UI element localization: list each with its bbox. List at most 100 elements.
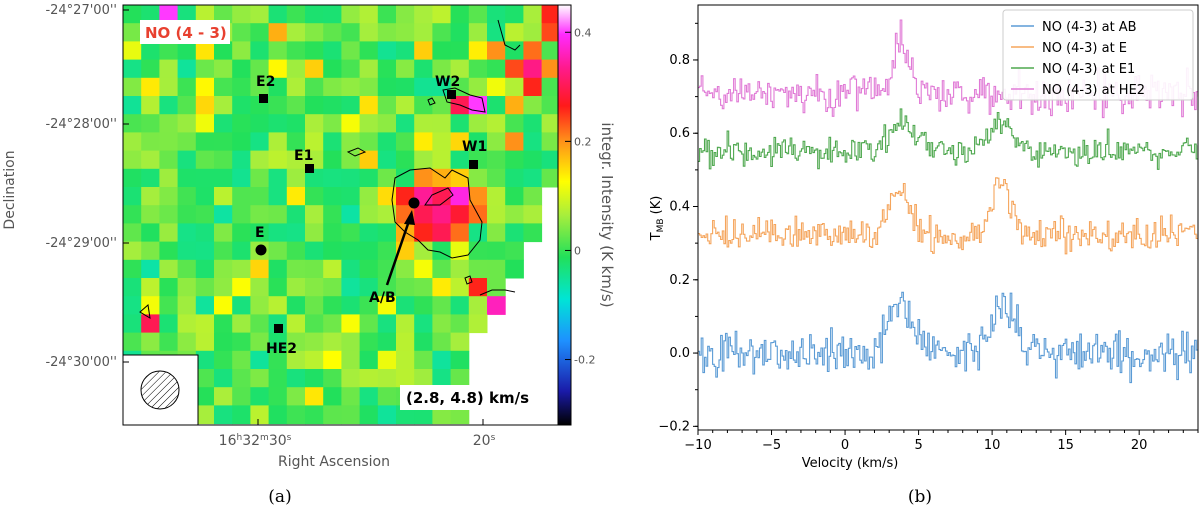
map-pixel xyxy=(305,5,324,24)
map-pixel xyxy=(268,77,288,97)
map-pixel xyxy=(505,187,524,206)
map-pixel xyxy=(432,278,452,297)
map-pixel xyxy=(396,150,415,170)
map-pixel xyxy=(305,241,324,261)
map-pixel xyxy=(214,278,233,297)
map-y-tick-label: -24°28'00'' xyxy=(45,117,117,132)
map-pixel xyxy=(323,41,342,61)
map-pixel xyxy=(232,187,251,206)
map-pixel xyxy=(432,350,452,370)
map-pixel xyxy=(414,5,433,24)
map-pixel xyxy=(468,41,488,61)
spectrum-line-e1 xyxy=(698,108,1198,170)
map-pixel xyxy=(268,205,288,224)
map-pixel xyxy=(396,168,415,188)
map-pixel xyxy=(377,405,397,425)
map-pixel xyxy=(414,296,433,315)
map-pixel xyxy=(377,205,397,224)
map-pixel xyxy=(232,259,251,279)
map-title-box xyxy=(140,20,230,44)
map-pixel xyxy=(214,41,233,61)
map-pixel xyxy=(286,187,306,206)
map-y-axis: -24°27'00'' -24°28'00'' -24°29'00'' -24°… xyxy=(2,3,129,370)
map-pixel xyxy=(232,77,251,97)
source-ab-marker xyxy=(408,197,420,209)
map-pixel xyxy=(268,150,288,170)
map-pixel xyxy=(123,332,142,352)
map-pixel xyxy=(214,132,233,152)
source-w1-label: W1 xyxy=(462,139,487,155)
map-pixel xyxy=(250,259,270,279)
map-pixel xyxy=(305,332,324,352)
map-pixel xyxy=(541,168,558,188)
map-pixel xyxy=(414,132,433,152)
map-pixel xyxy=(505,205,524,224)
map-pixel xyxy=(450,5,470,24)
map-pixel xyxy=(323,150,342,170)
map-pixel-grid xyxy=(123,5,558,425)
map-pixel xyxy=(341,387,361,406)
map-pixel xyxy=(468,187,488,206)
map-pixel xyxy=(341,5,361,24)
map-y-tick-label: -24°29'00'' xyxy=(45,236,117,251)
map-pixel xyxy=(286,23,306,42)
map-pixel xyxy=(232,350,251,370)
map-pixel xyxy=(232,132,251,152)
colorbar-tick-label: 0 xyxy=(574,244,581,257)
map-pixel xyxy=(323,314,342,334)
map-pixel xyxy=(195,114,215,133)
source-e-marker xyxy=(255,244,267,256)
spectra-y-tick-label: 0.2 xyxy=(669,273,690,288)
map-pixel xyxy=(341,23,361,42)
map-pixel xyxy=(505,168,524,188)
spectra-x-tick-label: −10 xyxy=(684,438,711,453)
map-pixel xyxy=(541,77,558,97)
map-pixel xyxy=(177,132,197,152)
map-pixel xyxy=(505,96,524,115)
map-pixel xyxy=(214,5,233,24)
map-pixel xyxy=(268,405,288,425)
source-e2-label: E2 xyxy=(256,74,275,90)
map-pixel xyxy=(305,23,324,42)
map-pixel xyxy=(359,278,379,297)
map-pixel xyxy=(286,350,306,370)
map-pixel xyxy=(505,114,524,133)
map-x-axis-title: Right Ascension xyxy=(278,454,390,470)
map-pixel xyxy=(232,296,251,315)
map-pixel xyxy=(141,168,160,188)
map-pixel xyxy=(487,114,506,133)
map-pixel xyxy=(123,77,142,97)
map-pixel xyxy=(214,259,233,279)
map-pixel xyxy=(123,114,142,133)
map-pixel xyxy=(468,114,488,133)
spectra-x-axis-title: Velocity (km/s) xyxy=(802,456,899,471)
map-pixel xyxy=(177,150,197,170)
map-pixel xyxy=(505,241,524,261)
map-pixel xyxy=(286,114,306,133)
map-pixel xyxy=(414,168,433,188)
map-pixel xyxy=(377,369,397,388)
map-pixel xyxy=(250,350,270,370)
map-pixel xyxy=(305,77,324,97)
map-pixel xyxy=(214,114,233,133)
map-pixel xyxy=(286,132,306,152)
map-pixel xyxy=(250,187,270,206)
map-pixel xyxy=(123,223,142,243)
map-pixel xyxy=(305,132,324,152)
map-pixel xyxy=(377,314,397,334)
map-pixel xyxy=(323,132,342,152)
map-pixel xyxy=(505,59,524,79)
spectrum-line-ab xyxy=(698,291,1198,384)
map-pixel xyxy=(523,114,543,133)
map-pixel xyxy=(341,350,361,370)
map-pixel xyxy=(396,405,415,425)
map-pixel xyxy=(232,314,251,334)
map-pixel xyxy=(123,23,142,42)
legend-label-e1: NO (4-3) at E1 xyxy=(1042,62,1135,77)
map-pixel xyxy=(341,296,361,315)
map-pixel xyxy=(305,187,324,206)
map-pixel xyxy=(141,114,160,133)
legend-box xyxy=(1002,9,1194,101)
map-pixel xyxy=(396,96,415,115)
map-pixel xyxy=(323,205,342,224)
